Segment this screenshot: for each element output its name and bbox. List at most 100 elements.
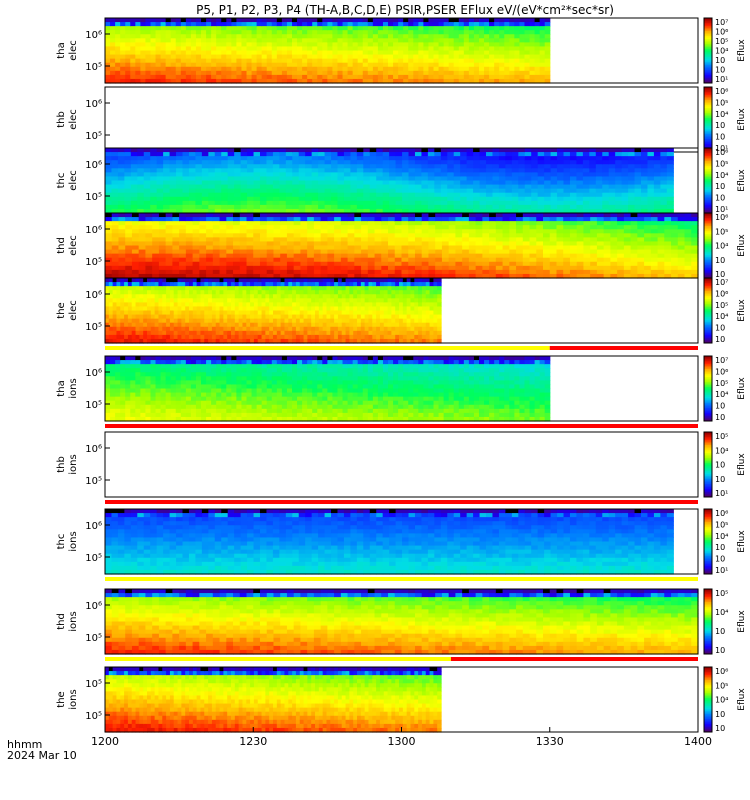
spectrogram-cell (361, 233, 368, 238)
spectrogram-cell (147, 319, 151, 324)
spectrogram-cell (331, 193, 338, 198)
spectrogram-cell (157, 197, 164, 202)
spectrogram-cell (378, 59, 384, 64)
spectrogram-cell (550, 254, 557, 259)
spectrogram-cell (272, 59, 278, 64)
spectrogram-cell (231, 278, 235, 283)
spectrogram-cell (525, 176, 532, 181)
spectrogram-cell (343, 18, 349, 23)
spectrogram-cell (538, 160, 545, 165)
spectrogram-cell (110, 67, 116, 72)
spectrogram-cell (550, 262, 557, 267)
spectrogram-cell (363, 42, 369, 47)
spectrogram-cell (361, 258, 368, 263)
spectrogram-cell (305, 156, 312, 161)
spectrogram-cell (211, 46, 217, 51)
spectrogram-cell (469, 71, 475, 76)
spectrogram-cell (233, 233, 240, 238)
spectrogram-cell (124, 201, 131, 206)
spectrogram-cell (157, 172, 164, 177)
spectrogram-cell (396, 185, 403, 190)
spectrogram-cell (252, 63, 258, 68)
spectrogram-cell (241, 156, 248, 161)
spectrogram-cell (159, 221, 166, 226)
spectrogram-cell (389, 152, 396, 157)
spectrogram-cell (494, 67, 500, 72)
spectrogram-cell (156, 71, 162, 76)
spectrogram-cell (267, 46, 273, 51)
spectrogram-cell (434, 34, 440, 39)
spectrogram-cell (489, 75, 495, 80)
panel-frame (105, 87, 698, 152)
spectrogram-cell (118, 262, 125, 267)
spectrogram-cell (325, 176, 332, 181)
spectrogram-cell (576, 201, 583, 206)
spectrogram-cell (193, 315, 197, 320)
spectrogram-cell (454, 201, 461, 206)
spectrogram-cell (158, 302, 162, 307)
spectrogram-cell (519, 75, 525, 80)
spectrogram-cell (204, 278, 208, 283)
spectrogram-cell (540, 71, 546, 76)
spectrogram-cell (473, 176, 480, 181)
spectrogram-cell (267, 67, 273, 72)
spectrogram-cell (297, 55, 303, 60)
spectrogram-cell (317, 71, 323, 76)
spectrogram-cell (273, 181, 280, 186)
spectrogram-cell (383, 168, 390, 173)
spectrogram-cell (132, 315, 136, 320)
spectrogram-cell (545, 71, 551, 76)
spectrogram-cell (202, 205, 209, 210)
spectrogram-cell (589, 160, 596, 165)
spectrogram-cell (505, 205, 512, 210)
spectrogram-cell (635, 201, 642, 206)
spectrogram-cell (383, 197, 390, 202)
spectrogram-cell (398, 30, 404, 35)
spectrogram-cell (321, 217, 328, 222)
spectrogram-cell (631, 233, 638, 238)
spectrogram-cell (383, 164, 390, 169)
spectrogram-cell (254, 181, 261, 186)
spectrogram-cell (110, 30, 116, 35)
spectrogram-cell (651, 266, 658, 271)
spectrogram-cell (535, 67, 541, 72)
spectrogram-cell (664, 270, 671, 275)
spectrogram-cell (609, 160, 616, 165)
spectrogram-cell (132, 327, 136, 332)
spectrogram-cell (150, 205, 157, 210)
spectrogram-cell (202, 172, 209, 177)
spectrogram-cell (132, 266, 139, 271)
spectrogram-cell (388, 254, 395, 259)
spectrogram-cell (178, 294, 182, 299)
spectrogram-cell (664, 258, 671, 263)
spectrogram-cell (105, 38, 111, 43)
spectrogram-cell (378, 63, 384, 68)
spectrogram-cell (327, 250, 334, 255)
spectrogram-cell (353, 34, 359, 39)
spectrogram-cell (343, 71, 349, 76)
spectrogram-cell (105, 315, 109, 320)
spectrogram-cell (185, 319, 189, 324)
spectrogram-cell (287, 246, 294, 251)
spectrogram-cell (221, 63, 227, 68)
spectrogram-cell (455, 250, 462, 255)
spectrogram-cell (195, 172, 202, 177)
spectrogram-cell (615, 193, 622, 198)
spectrogram-cell (273, 201, 280, 206)
spectrogram-cell (186, 34, 192, 39)
spectrogram-cell (176, 30, 182, 35)
spectrogram-cell (307, 51, 313, 56)
spectrogram-cell (145, 246, 152, 251)
spectrogram-cell (282, 30, 288, 35)
spectrogram-cell (403, 51, 409, 56)
spectrogram-cell (441, 172, 448, 177)
spectrogram-cell (172, 266, 179, 271)
spectrogram-cell (628, 189, 635, 194)
spectrogram-cell (489, 67, 495, 72)
spectrogram-cell (357, 201, 364, 206)
spectrogram-cell (118, 168, 125, 173)
spectrogram-cell (191, 55, 197, 60)
spectrogram-cell (604, 258, 611, 263)
spectrogram-cell (622, 185, 629, 190)
spectrogram-cell (469, 26, 475, 31)
